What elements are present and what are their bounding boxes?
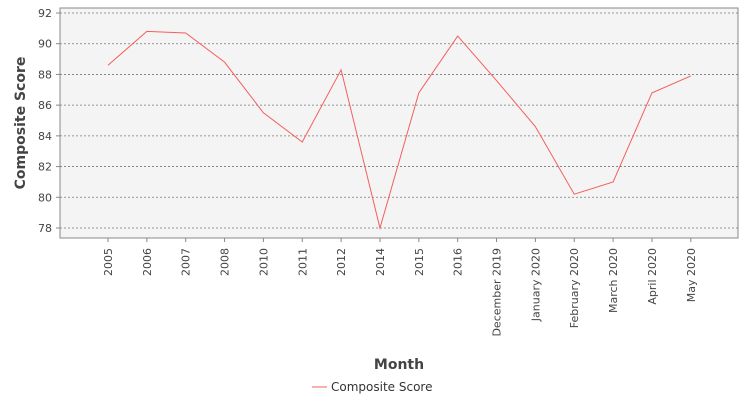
y-axis: 78 80 82 84 86 88 90 92 [38, 7, 60, 235]
y-tick-label: 82 [38, 161, 52, 174]
gridlines [60, 12, 738, 229]
series-layer [107, 30, 692, 230]
x-tick-label: December 2019 [491, 248, 504, 337]
series-line [107, 30, 692, 230]
y-tick-label: 90 [38, 38, 52, 51]
y-tick-label: 86 [38, 99, 52, 112]
legend-label: Composite Score [331, 380, 432, 394]
x-tick-label: January 2020 [529, 248, 542, 322]
y-tick-label: 84 [38, 130, 52, 143]
y-tick-label: 88 [38, 68, 52, 81]
y-tick-label: 92 [38, 7, 52, 20]
x-tick-label: 2011 [296, 248, 309, 276]
x-tick-label: 2008 [219, 248, 232, 276]
x-tick-label: 2012 [335, 248, 348, 276]
x-axis-title: Month [374, 357, 424, 373]
x-tick-label: 2015 [413, 248, 426, 276]
x-tick-label: February 2020 [568, 248, 581, 328]
legend: Composite Score [312, 380, 432, 394]
y-axis-title: Composite Score [13, 57, 29, 190]
x-tick-label: 2005 [102, 248, 115, 276]
x-tick-label: 2007 [180, 248, 193, 276]
y-tick-label: 80 [38, 191, 52, 204]
x-tick-label: 2006 [141, 248, 154, 276]
x-tick-label: 2010 [257, 248, 270, 276]
y-tick-label: 78 [38, 222, 52, 235]
x-axis: 2005 2006 2007 2008 2010 2011 2012 2014 2015 2016… [102, 238, 698, 337]
x-tick-label: April 2020 [646, 248, 659, 305]
x-tick-label: May 2020 [685, 248, 698, 302]
x-tick-label: 2016 [452, 248, 465, 276]
x-tick-label: March 2020 [607, 248, 620, 313]
x-tick-label: 2014 [374, 248, 387, 276]
plot-area [59, 7, 739, 239]
